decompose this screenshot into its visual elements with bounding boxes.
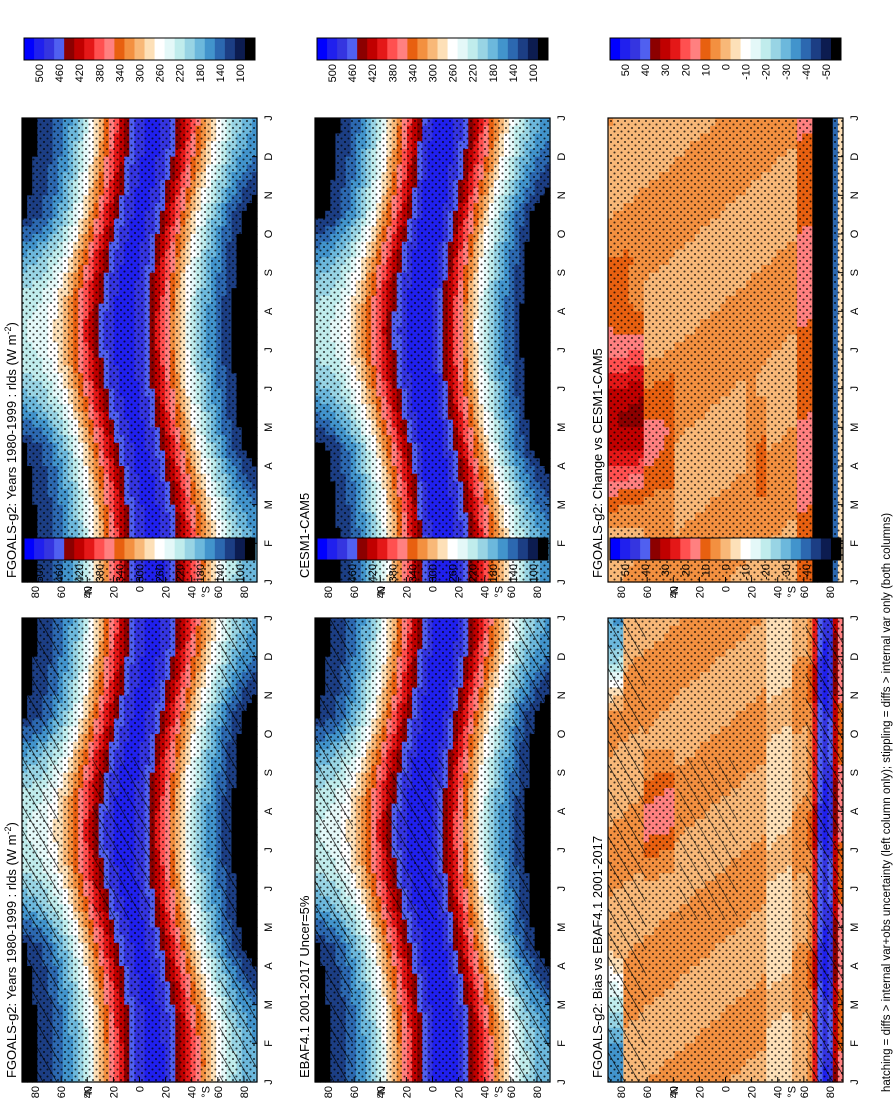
month-tick-label: J bbox=[263, 886, 275, 892]
hatching-north bbox=[22, 618, 60, 1082]
panel-p-model-left: 80 60 40 20 0 20 40 60 80 °N °S J F M A M J J A S O N D J FGOALS… bbox=[3, 615, 275, 1098]
month-tick-label: M bbox=[263, 923, 275, 932]
lat-tick-label: 60 bbox=[56, 1086, 68, 1098]
lat-tick-label: 0 bbox=[135, 1086, 147, 1092]
hatching-tropics bbox=[92, 757, 152, 920]
lat-tick-label: 20 bbox=[161, 1086, 173, 1098]
lat-tick-label: 80 bbox=[239, 1086, 251, 1098]
month-tick-label: D bbox=[263, 653, 275, 661]
lat-tick-label: 80 bbox=[30, 1086, 42, 1098]
month-tick-label: S bbox=[263, 769, 275, 776]
month-tick-label: A bbox=[263, 962, 275, 970]
lat-hemi-n: °N bbox=[83, 1086, 95, 1098]
lat-tick-label: 20 bbox=[108, 1086, 120, 1098]
panel-title: FGOALS-g2: Years 1980-1999 : rlds (W m-2… bbox=[3, 822, 19, 1078]
month-tick-label: O bbox=[263, 729, 275, 738]
lat-hemi-s: °S bbox=[200, 1086, 212, 1098]
month-tick-label: J bbox=[263, 847, 275, 853]
panels: 80 60 40 20 0 20 40 60 80 °N °S J F M A M J J A S O N D J FGOALS… bbox=[3, 115, 861, 1098]
month-axis: J F M A M J J A S O N D J bbox=[252, 615, 275, 1085]
month-tick-label: M bbox=[263, 1000, 275, 1009]
month-tick-label: A bbox=[263, 807, 275, 815]
latitude-axis: 80 60 40 20 0 20 40 60 80 °N °S bbox=[30, 1077, 251, 1098]
lat-tick-label: 40 bbox=[82, 1086, 94, 1098]
hatching-south bbox=[219, 618, 257, 1082]
month-tick-label: F bbox=[263, 1040, 275, 1047]
panel-p-model-right: 80 60 40 20 0 20 40 60 80°N °SJFMAMJJASONDJFGOALS… bbox=[3, 115, 275, 598]
month-tick-label: J bbox=[263, 1079, 275, 1085]
month-tick-label: J bbox=[263, 615, 275, 621]
month-tick-label: N bbox=[263, 691, 275, 699]
lat-tick-label: 60 bbox=[213, 1086, 225, 1098]
lat-tick-label: 40 bbox=[187, 1086, 199, 1098]
